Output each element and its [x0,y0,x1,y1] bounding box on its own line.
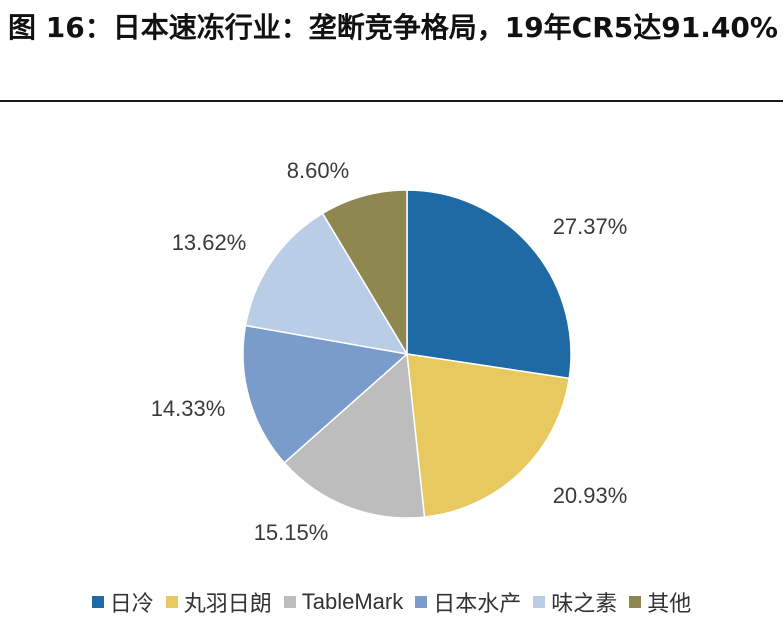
pie-chart: 27.37% 20.93% 15.15% 14.33% 13.62% 8.60% [151,158,628,545]
legend-label: TableMark [301,588,404,614]
legend-label: 日冷 [109,591,154,617]
slice-value-label: 14.33% [151,396,226,421]
slice-value-label: 8.60% [287,158,349,183]
slice-value-label: 13.62% [172,230,247,255]
legend-item: 日本水产 [415,586,521,618]
pie-slice [242,324,409,464]
chart-legend: 日冷 丸羽日朗 TableMark 日本水产 味之素 其他 [0,586,783,618]
pie-slice [406,353,571,518]
slice-value-label: 20.93% [553,483,628,508]
legend-swatch [283,595,296,608]
legend-label: 其他 [647,591,692,617]
legend-item: 日冷 [91,586,154,618]
slice-value-label: 15.15% [254,520,329,545]
legend-swatch [415,595,428,608]
legend-item: 丸羽日朗 [165,586,272,618]
slice-value-label: 27.37% [553,214,628,239]
pie-slice [283,352,426,519]
legend-swatch [165,595,178,608]
pie-slice [321,189,408,357]
legend-label: 丸羽日朗 [183,591,272,617]
legend-item: 其他 [629,586,691,618]
legend-swatch [91,595,104,608]
legend-swatch [533,595,546,608]
legend-label: 日本水产 [433,591,522,617]
pie-slice [244,212,409,356]
legend-label: 味之素 [551,591,618,617]
legend-item: TableMark [283,588,404,615]
figure-title: 图 16：日本速冻行业：垄断竞争格局，19年CR5达91.40% [8,11,778,44]
title-divider [0,100,783,102]
legend-item: 味之素 [533,586,617,618]
legend-swatch [629,595,642,608]
pie-slice [406,189,572,380]
